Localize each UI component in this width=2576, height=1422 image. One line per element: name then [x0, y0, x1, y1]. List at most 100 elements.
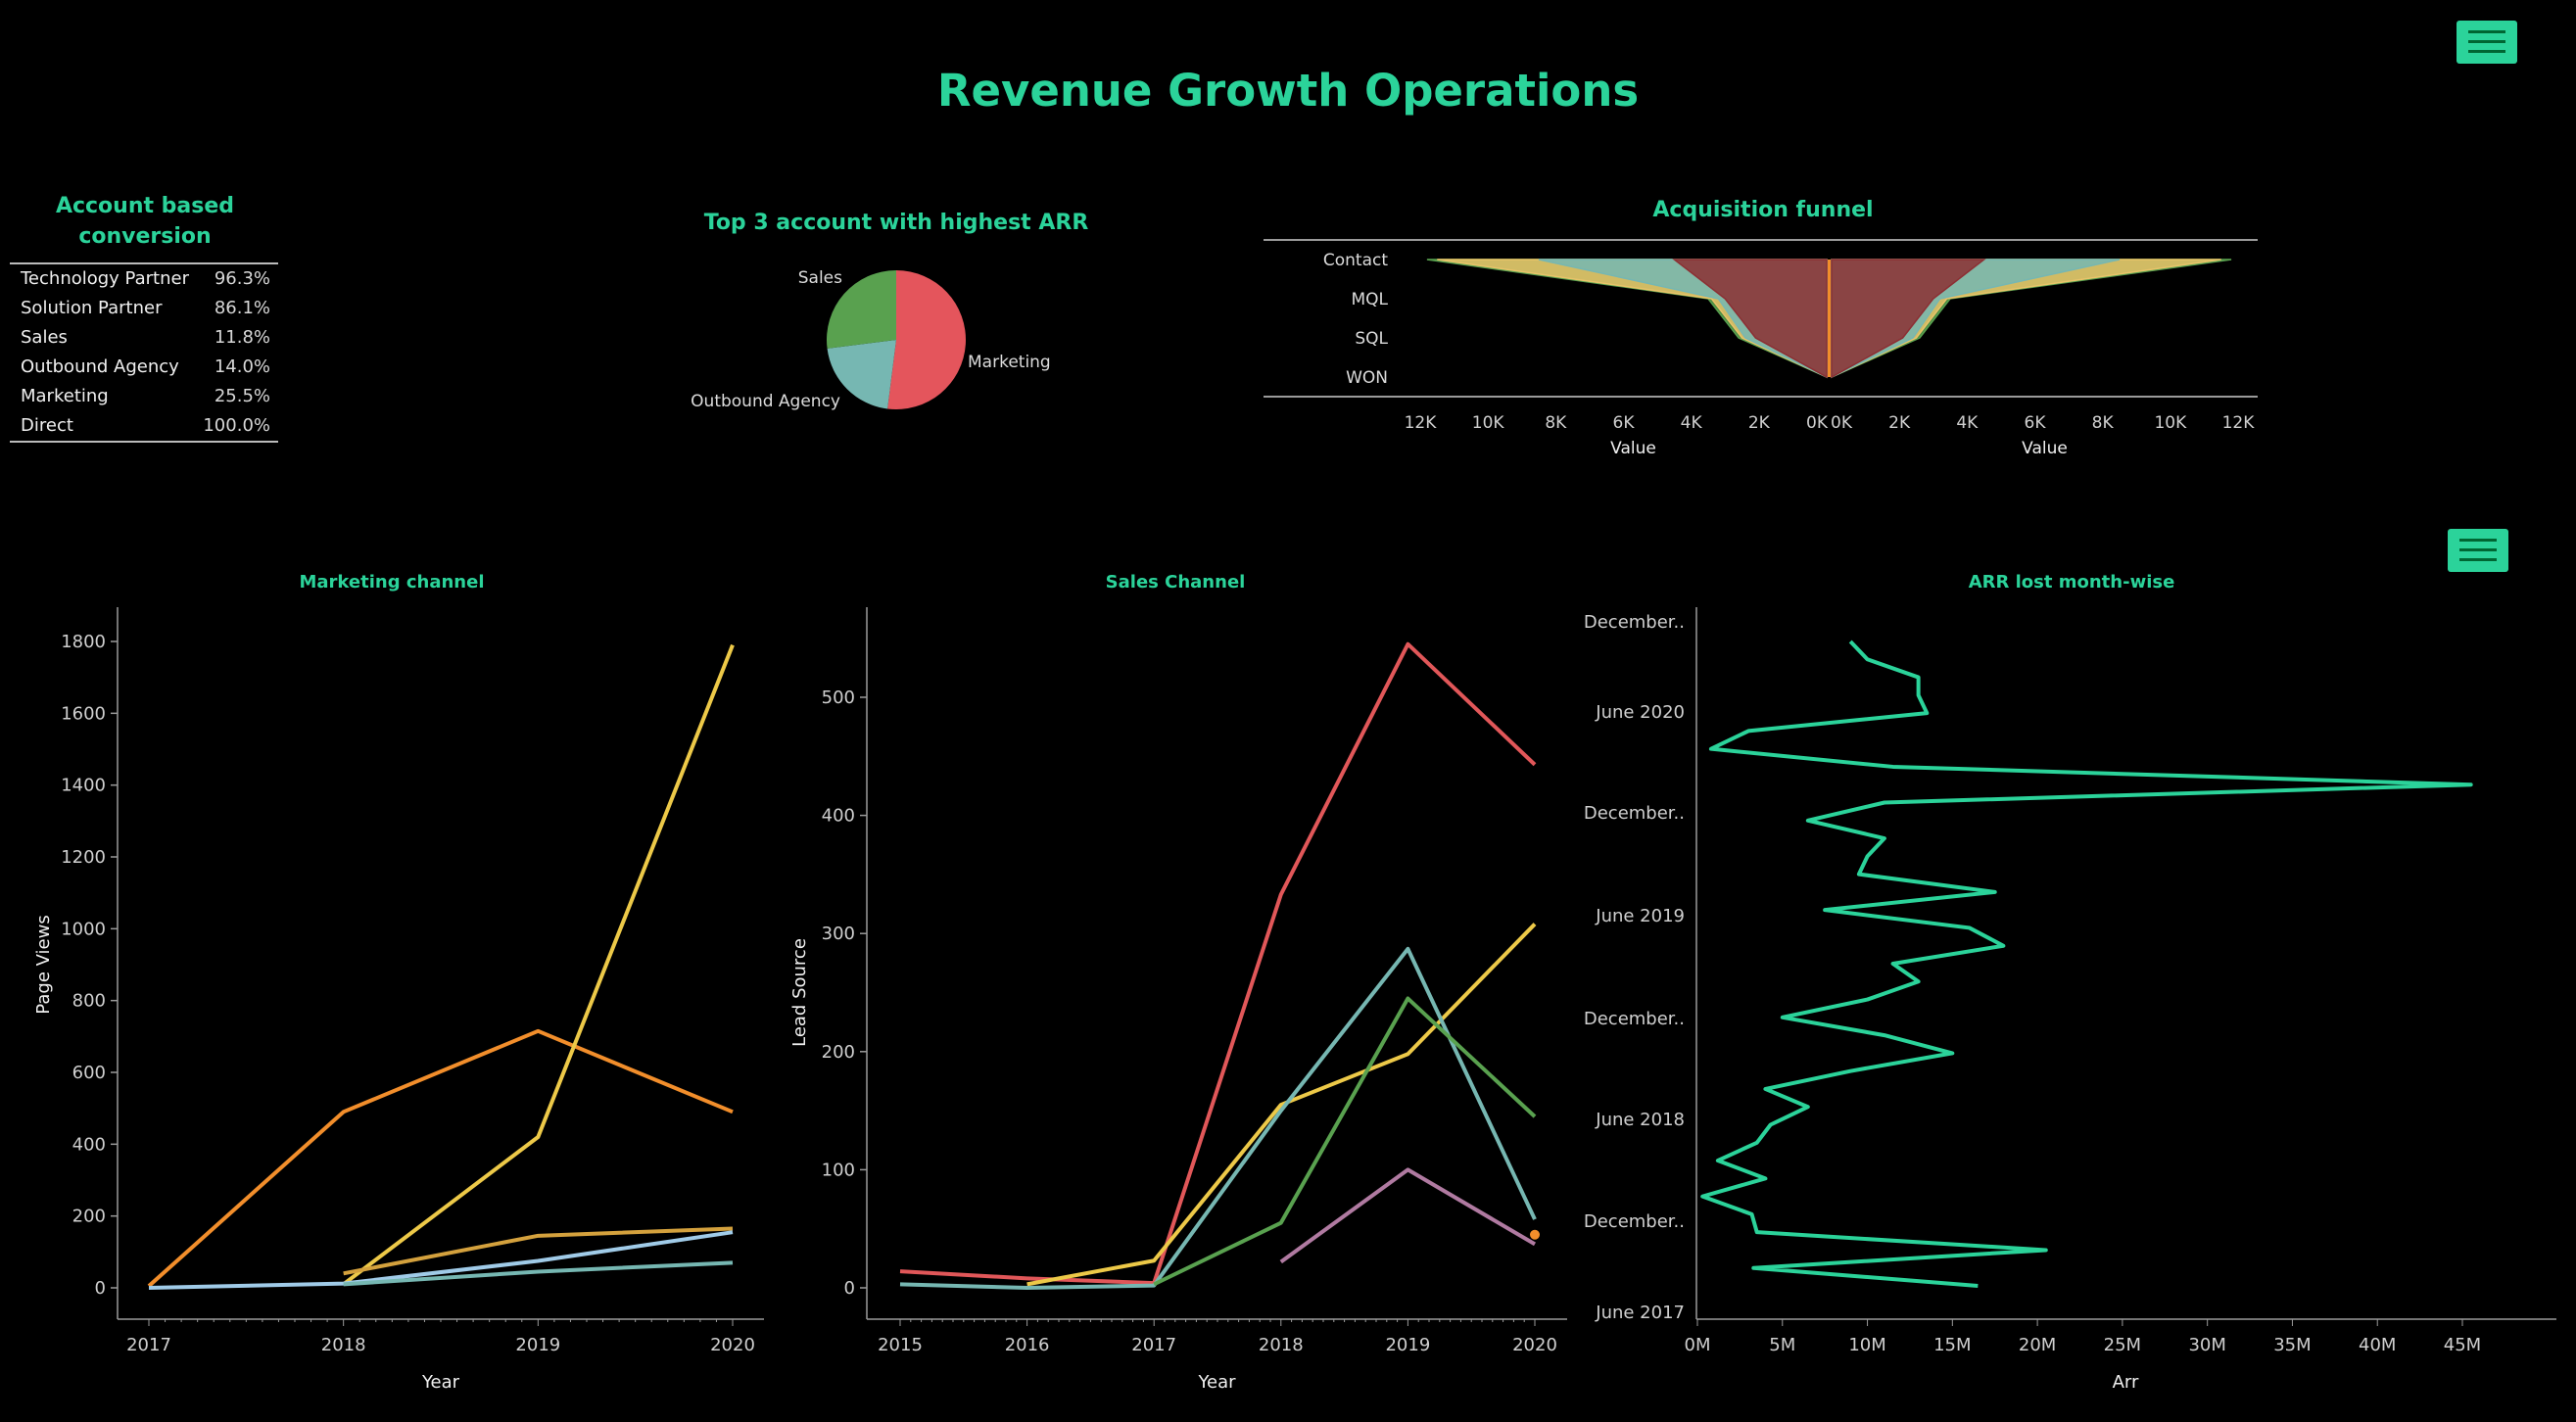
series-line [147, 1028, 734, 1288]
x-tick-label: 25M [2104, 1335, 2141, 1355]
account-label: Solution Partner [21, 298, 163, 318]
y-axis-label: Page Views [33, 915, 54, 1014]
pie-slice [887, 270, 966, 409]
sales-chart-title: Sales Channel [1105, 572, 1246, 592]
funnel-x-tick: 10K [2154, 413, 2187, 433]
y-tick-label: 400 [822, 806, 855, 827]
y-axis-label: Lead Source [789, 938, 810, 1047]
series-line [1279, 1167, 1537, 1264]
x-tick-label: 2020 [1512, 1335, 1557, 1355]
y-tick-label: 0 [844, 1278, 855, 1299]
y-tick-label: June 2019 [1595, 906, 1685, 926]
x-tick-label: 2020 [710, 1335, 755, 1355]
hamburger-menu-icon [2468, 30, 2505, 33]
x-tick-label: 40M [2359, 1335, 2396, 1355]
account-table-title: Account based conversion [0, 191, 290, 252]
funnel-x-tick: 12K [2222, 413, 2256, 433]
funnel-stage-label: WON [1346, 368, 1388, 388]
series-line [148, 1230, 734, 1290]
table-row: Solution Partner 86.1% [10, 294, 278, 323]
y-tick-label: 400 [72, 1134, 106, 1155]
y-tick-label: 500 [822, 687, 855, 708]
table-row: Marketing 25.5% [10, 382, 278, 411]
marketing-line-chart: 0 200 400 600 800 1000 1200 1400 1600 1800 2017 201… [33, 607, 764, 1393]
top-menu-button[interactable] [2457, 21, 2517, 64]
account-label: Technology Partner [21, 268, 189, 289]
marketing-chart-title: Marketing channel [299, 572, 485, 592]
pie-slice [827, 270, 896, 349]
series-line [343, 1226, 734, 1276]
account-label: Marketing [21, 386, 109, 406]
sales-line-chart: 0 100 200 300 400 500 2015 2016 2017 2018 2019 2020… [789, 607, 1567, 1393]
funnel-stage-label: SQL [1355, 329, 1388, 349]
dashboard-title: Revenue Growth Operations [936, 65, 1640, 117]
y-tick-label: 200 [72, 1207, 106, 1227]
hamburger-menu-icon [2459, 539, 2497, 542]
funnel-x-tick: 10K [1472, 413, 1505, 433]
series-line [1153, 996, 1537, 1287]
series-line [899, 946, 1537, 1290]
y-tick-label: 300 [822, 924, 855, 944]
lower-menu-button[interactable] [2448, 529, 2508, 572]
y-tick-label: 100 [822, 1160, 855, 1180]
x-axis-label: Year [421, 1372, 460, 1393]
x-tick-label: 45M [2444, 1335, 2481, 1355]
funnel-area-left [1672, 259, 1828, 379]
y-tick-label: 1400 [61, 776, 106, 796]
y-tick-label: 1800 [61, 632, 106, 652]
x-tick-label: 30M [2188, 1335, 2225, 1355]
funnel-x-tick: 2K [1748, 413, 1771, 433]
x-tick-label: 35M [2273, 1335, 2311, 1355]
y-tick-label: December.. [1584, 1211, 1685, 1232]
account-label: Sales [21, 327, 68, 348]
y-tick-label: June 2018 [1595, 1110, 1685, 1130]
series-line [1026, 923, 1537, 1287]
funnel-x-tick: 0K [1831, 413, 1853, 433]
account-table-title-line1: Account based [55, 194, 235, 218]
funnel-x-tick: 2K [1888, 413, 1911, 433]
funnel-x-tick: 4K [1681, 413, 1703, 433]
funnel-area-right [1831, 259, 1986, 379]
funnel-x-tick: 8K [2092, 413, 2115, 433]
data-point-marker [1530, 1229, 1540, 1240]
arr-chart-title: ARR lost month-wise [1968, 572, 2175, 592]
funnel-x-tick: 0K [1806, 413, 1829, 433]
y-tick-label: 0 [95, 1278, 106, 1299]
funnel-chart-title: Acquisition funnel [1652, 198, 1874, 222]
funnel-x-tick: 8K [1545, 413, 1567, 433]
x-tick-label: 20M [2019, 1335, 2056, 1355]
y-tick-label: 800 [72, 991, 106, 1012]
x-tick-label: 2018 [1259, 1335, 1304, 1355]
hamburger-menu-icon [2468, 50, 2505, 53]
series-line [899, 641, 1537, 1286]
y-tick-label: December.. [1584, 612, 1685, 633]
funnel-x-axis-label: Value [2022, 439, 2068, 458]
y-tick-label: 1000 [61, 919, 106, 939]
account-conversion-table: Technology Partner 96.3% Solution Partner 8… [10, 262, 278, 443]
pie-chart-title: Top 3 account with highest ARR [703, 211, 1089, 235]
y-tick-label: 200 [822, 1042, 855, 1063]
y-tick-label: June 2017 [1595, 1303, 1685, 1323]
hamburger-menu-icon [2459, 558, 2497, 561]
pie-slice-label: Outbound Agency [691, 392, 840, 411]
table-row: Technology Partner 96.3% [10, 264, 278, 294]
series-line [343, 1260, 734, 1287]
series-line [342, 643, 735, 1286]
y-tick-label: 1200 [61, 847, 106, 868]
funnel-stage-label: Contact [1323, 251, 1388, 270]
arr-line-chart: 0M 5M 10M 15M 20M 25M 30M 35M 40M 45M Arr December.… [1584, 607, 2556, 1393]
x-tick-label: 5M [1769, 1335, 1795, 1355]
arr-series-line [1700, 640, 2473, 1288]
y-tick-label: December.. [1584, 1009, 1685, 1029]
funnel-chart: Contact MQL SQL WON 12K 10K 8K 6K 4K 2K 0K 0K 2K 4K 6K… [1264, 239, 2258, 458]
pie-slice-label: Sales [798, 268, 842, 288]
account-label: Outbound Agency [21, 356, 179, 377]
x-tick-label: 2019 [1385, 1335, 1430, 1355]
funnel-x-tick: 12K [1405, 413, 1438, 433]
x-tick-label: 2019 [515, 1335, 560, 1355]
table-top-rule [10, 262, 278, 264]
funnel-x-tick: 6K [2025, 413, 2047, 433]
pie-chart: Marketing Outbound Agency Sales [691, 268, 1051, 411]
conversion-value: 14.0% [214, 356, 270, 377]
hamburger-menu-icon [2459, 548, 2497, 551]
